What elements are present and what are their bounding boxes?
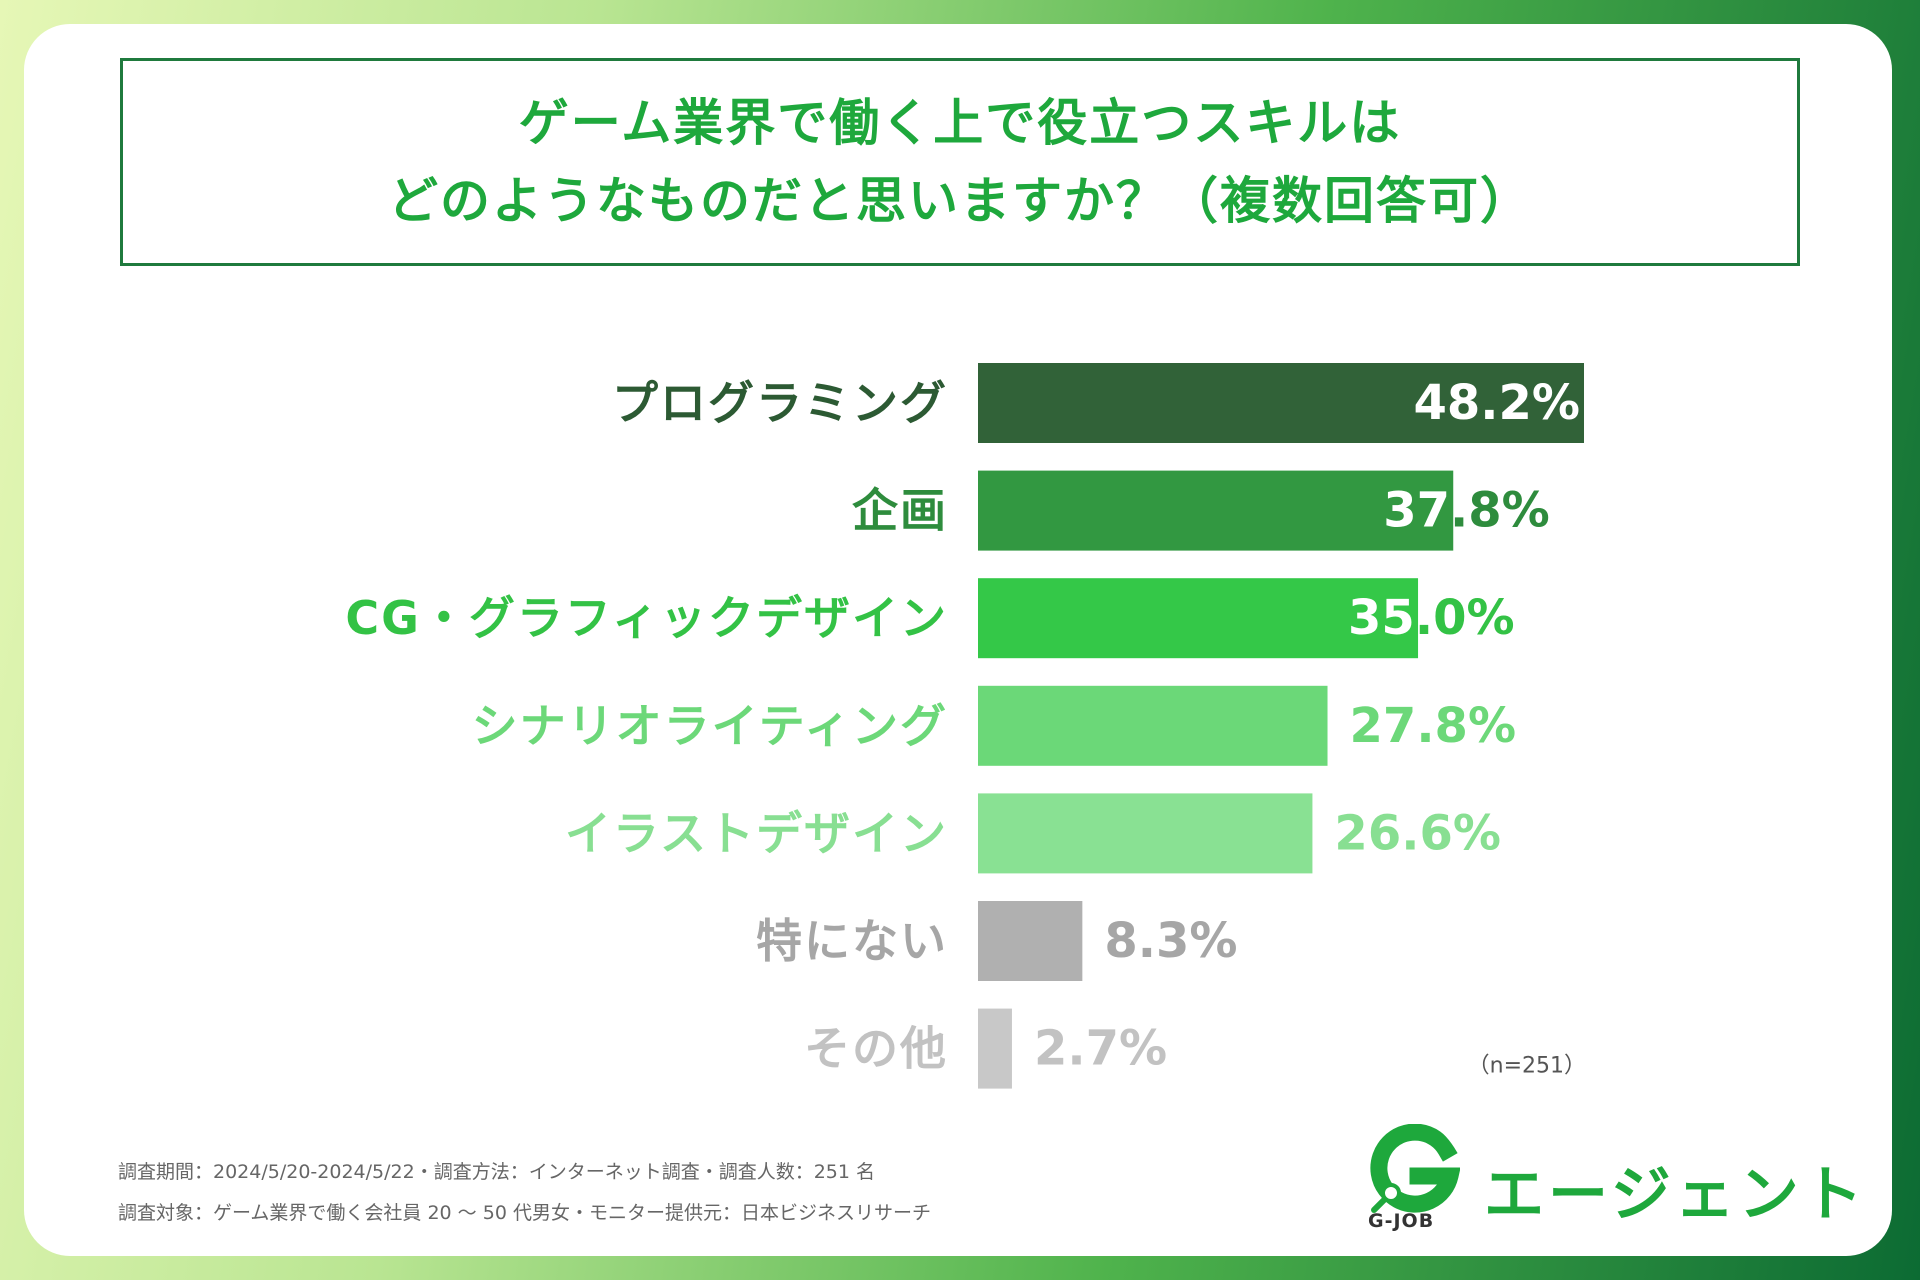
category-label-4: イラストデザイン	[565, 806, 948, 860]
category-label-2: CG・グラフィックデザイン	[345, 591, 948, 645]
survey-period-note: 調査期間：2024/5/20-2024/5/22・調査方法：インターネット調査・…	[118, 1161, 876, 1183]
category-label-0: プログラミング	[612, 376, 948, 430]
category-label-1: 企画	[852, 484, 948, 538]
category-label-3: シナリオライティング	[472, 699, 948, 753]
value-label-3: 27.8%	[1350, 698, 1517, 754]
bar-1	[978, 470, 1454, 551]
bar-3	[978, 685, 1328, 766]
logo-sub-text: G-JOB	[1368, 1210, 1435, 1232]
category-label-6: その他	[804, 1022, 948, 1076]
category-label-5: 特にない	[756, 914, 948, 968]
value-label-0: 48.2%	[1413, 375, 1580, 431]
value-label-5: 8.3%	[1104, 913, 1237, 969]
bar-5	[978, 901, 1083, 981]
bar-0	[978, 363, 1584, 443]
card	[24, 24, 1892, 1256]
gjob-logo-icon	[1370, 1124, 1460, 1213]
sample-size-note: （n=251）	[1468, 1054, 1586, 1079]
title-line-1: ゲーム業界で働く上で役立つスキルは	[518, 94, 1402, 152]
bar-4	[978, 793, 1313, 874]
bar-2	[978, 578, 1419, 659]
value-label-2: 35.0%	[1348, 590, 1515, 646]
bar-6	[978, 1008, 1012, 1089]
title-box: ゲーム業界で働く上で役立つスキルは どのようなものだと思いますか？（複数回答可）	[120, 58, 1800, 266]
title-line-2: どのようなものだと思いますか？（複数回答可）	[388, 172, 1532, 230]
logo-text: エージェント	[1484, 1160, 1867, 1230]
value-label-6: 2.7%	[1034, 1021, 1167, 1077]
survey-target-note: 調査対象：ゲーム業界で働く会社員 20 ～ 50 代男女・モニター提供元：日本ビ…	[118, 1202, 931, 1224]
value-label-4: 26.6%	[1334, 805, 1501, 861]
value-label-1: 37.8%	[1383, 483, 1550, 539]
